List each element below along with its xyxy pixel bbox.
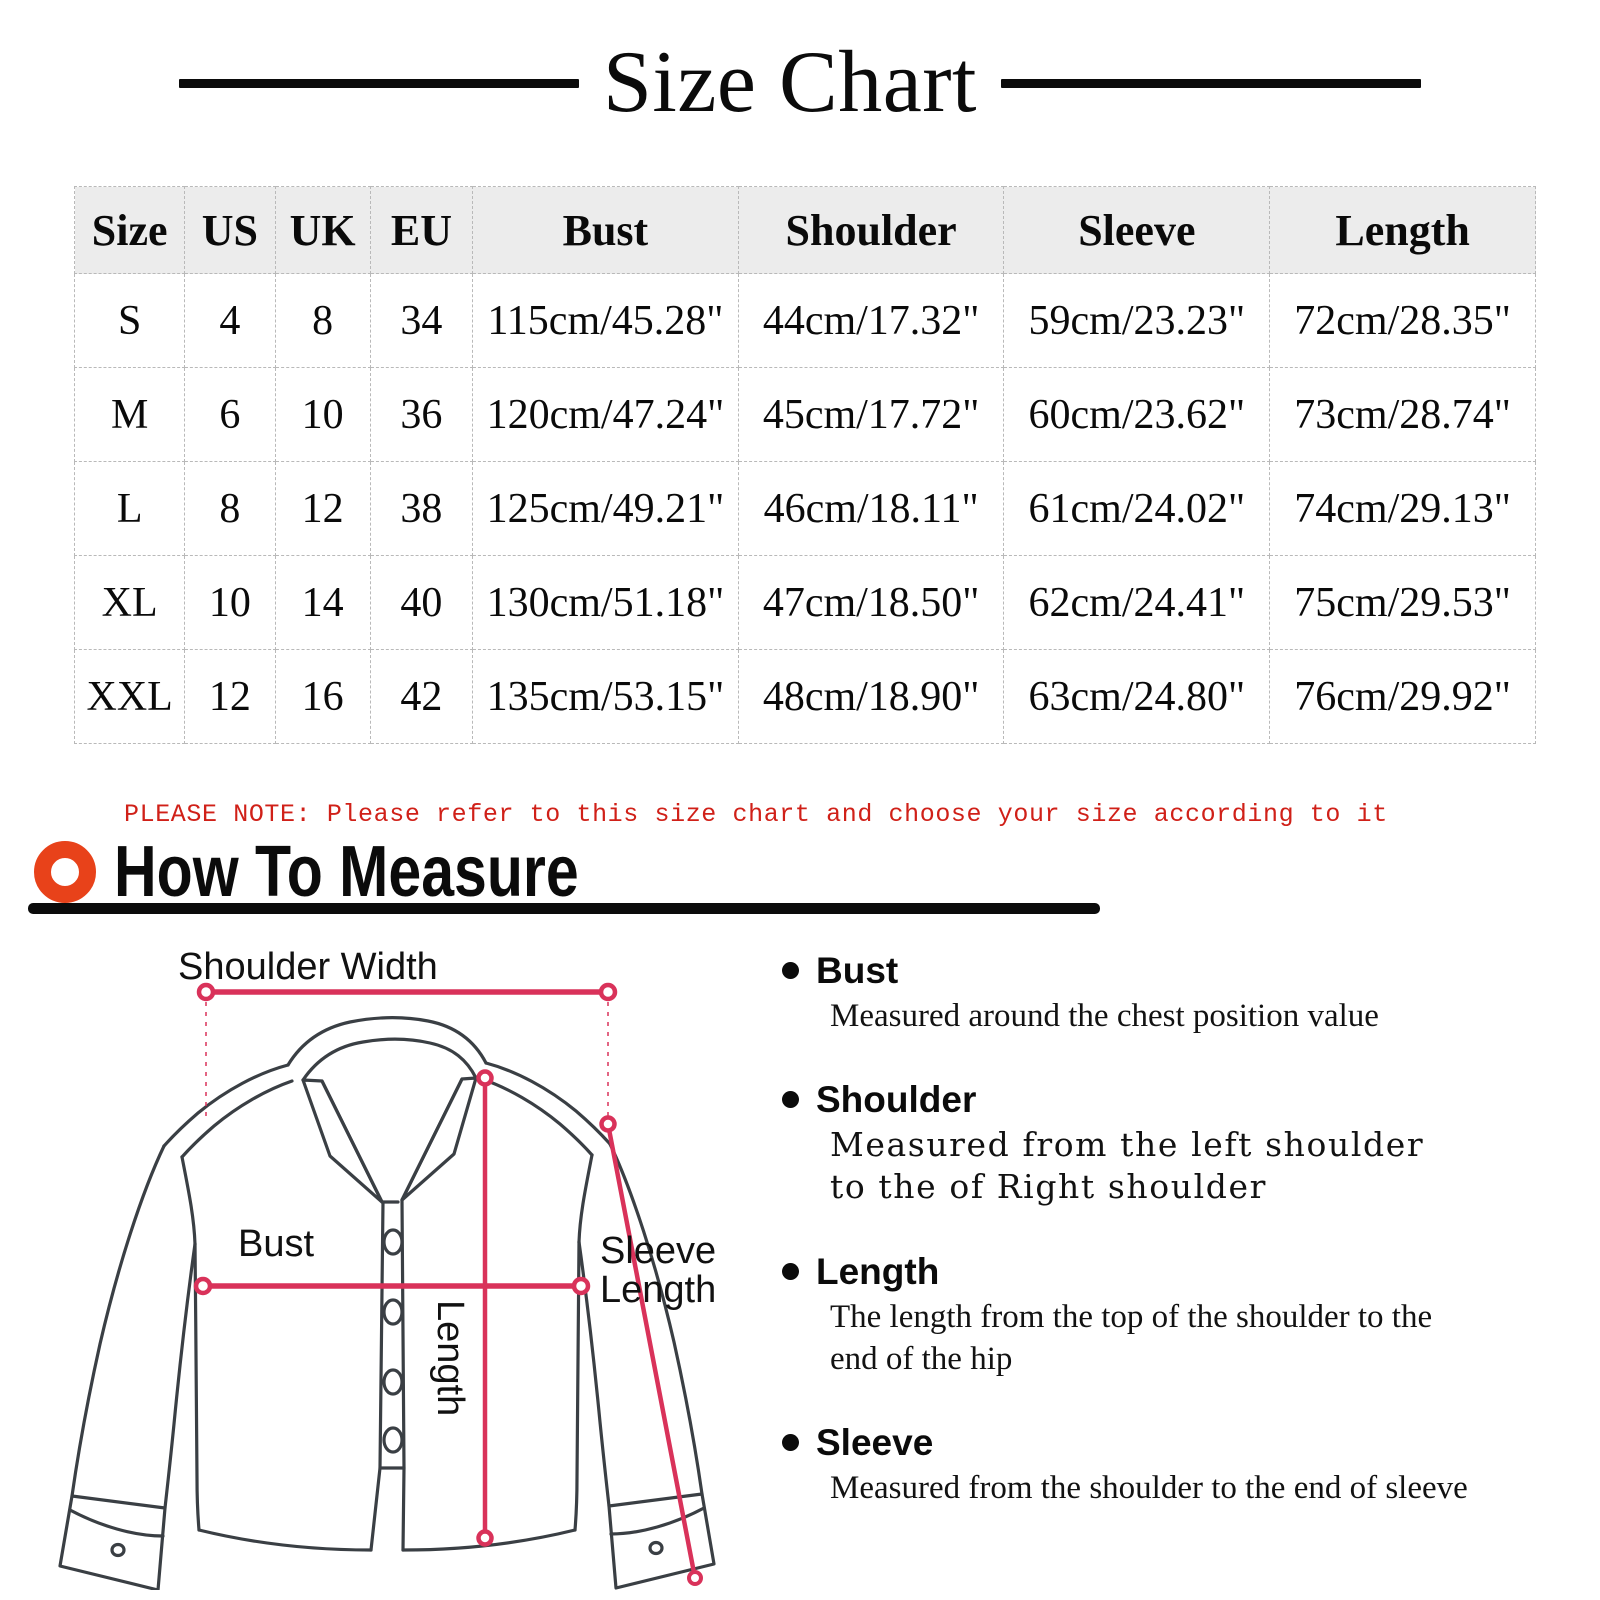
page-title-row: Size Chart xyxy=(0,28,1600,138)
table-row: XL 10 14 40 130cm/51.18" 47cm/18.50" 62c… xyxy=(73,555,1536,650)
bullet-dot-icon xyxy=(782,1091,799,1109)
note-heading: Length xyxy=(782,1253,1482,1290)
diagram-label-sleeve-line2: Length xyxy=(600,1269,717,1312)
note-term-length: Length xyxy=(816,1250,940,1292)
cell-eu: 34 xyxy=(369,273,474,368)
please-note-text: PLEASE NOTE: Please refer to this size c… xyxy=(124,800,1388,829)
column-header-shoulder: Shoulder xyxy=(737,186,1005,274)
cell-uk: 10 xyxy=(274,367,371,462)
cell-uk: 16 xyxy=(274,649,371,744)
table-row: XXL 12 16 42 135cm/53.15" 48cm/18.90" 63… xyxy=(73,649,1536,744)
note-heading: Bust xyxy=(782,952,1482,989)
cell-bust: 135cm/53.15" xyxy=(472,649,739,744)
cell-size: S xyxy=(73,273,186,368)
note-description-bust: Measured around the chest position value xyxy=(830,998,1379,1034)
how-to-measure-divider xyxy=(28,903,1100,914)
column-header-length: Length xyxy=(1269,186,1536,274)
table-header-row: Size US UK EU Bust Shoulder Sleeve Lengt… xyxy=(73,186,1536,274)
shoulder-width-measure-line xyxy=(196,982,618,1002)
cell-eu: 38 xyxy=(369,461,474,556)
diagram-label-sleeve-line1: Sleeve xyxy=(600,1230,717,1272)
title-rule-right xyxy=(1001,78,1421,88)
shirt-illustration xyxy=(58,982,716,1590)
title-rule-left xyxy=(178,78,579,88)
diagram-label-length: Length xyxy=(429,1300,472,1417)
cell-shoulder: 47cm/18.50" xyxy=(737,555,1005,650)
page-title: Size Chart xyxy=(602,34,977,131)
list-item: Bust Measured around the chest position … xyxy=(782,952,1482,1037)
cell-size: XL xyxy=(73,555,186,650)
diagram-label-shoulder-width: Shoulder Width xyxy=(178,946,438,988)
column-header-sleeve: Sleeve xyxy=(1003,186,1271,274)
diagram-label-bust: Bust xyxy=(238,1223,315,1265)
how-to-measure-title: How To Measure xyxy=(114,832,579,912)
column-header-eu: EU xyxy=(369,186,474,274)
how-to-measure-heading: How To Measure xyxy=(34,836,681,908)
cell-shoulder: 48cm/18.90" xyxy=(737,649,1005,744)
cell-sleeve: 59cm/23.23" xyxy=(1003,273,1271,368)
note-description-shoulder: Measured from the left shoulder to the o… xyxy=(830,1125,1425,1207)
cell-uk: 12 xyxy=(274,461,371,556)
note-term-bust: Bust xyxy=(816,950,899,991)
cell-length: 74cm/29.13" xyxy=(1269,461,1536,556)
cell-eu: 40 xyxy=(369,555,474,650)
bust-measure-line xyxy=(193,1276,591,1296)
table-row: L 8 12 38 125cm/49.21" 46cm/18.11" 61cm/… xyxy=(73,461,1536,556)
table-row: S 4 8 34 115cm/45.28" 44cm/17.32" 59cm/2… xyxy=(73,273,1536,368)
column-header-bust: Bust xyxy=(472,186,739,274)
cell-length: 73cm/28.74" xyxy=(1269,367,1536,462)
cell-length: 75cm/29.53" xyxy=(1269,555,1536,650)
list-item: Sleeve Measured from the shoulder to the… xyxy=(782,1424,1482,1509)
column-header-uk: UK xyxy=(274,186,371,274)
shirt-diagram xyxy=(30,930,790,1590)
cell-us: 10 xyxy=(184,555,276,650)
cell-shoulder: 45cm/17.72" xyxy=(737,367,1005,462)
note-description-length: The length from the top of the shoulder … xyxy=(830,1298,1433,1377)
note-heading: Sleeve xyxy=(782,1424,1482,1461)
cell-bust: 130cm/51.18" xyxy=(472,555,739,650)
cell-sleeve: 62cm/24.41" xyxy=(1003,555,1271,650)
cell-us: 4 xyxy=(184,273,276,368)
note-description-sleeve: Measured from the shoulder to the end of… xyxy=(830,1470,1468,1507)
measure-notes-list: Bust Measured around the chest position … xyxy=(782,952,1482,1553)
cell-shoulder: 44cm/17.32" xyxy=(737,273,1005,368)
diagram-label-sleeve-length: Sleeve Length xyxy=(600,1230,717,1312)
note-heading: Shoulder xyxy=(782,1081,1482,1118)
cell-sleeve: 60cm/23.62" xyxy=(1003,367,1271,462)
orange-ring-icon xyxy=(34,841,96,903)
note-term-shoulder: Shoulder xyxy=(816,1079,977,1121)
column-header-size: Size xyxy=(73,186,186,274)
cell-uk: 8 xyxy=(274,273,371,368)
size-chart-table: Size US UK EU Bust Shoulder Sleeve Lengt… xyxy=(73,186,1536,744)
note-term-sleeve: Sleeve xyxy=(816,1422,934,1464)
cell-bust: 125cm/49.21" xyxy=(472,461,739,556)
cell-sleeve: 63cm/24.80" xyxy=(1003,649,1271,744)
cell-length: 72cm/28.35" xyxy=(1269,273,1536,368)
cell-eu: 42 xyxy=(369,649,474,744)
cell-us: 8 xyxy=(184,461,276,556)
cell-uk: 14 xyxy=(274,555,371,650)
sleeve-length-measure-line xyxy=(599,1115,703,1586)
length-measure-line xyxy=(476,1069,494,1547)
cell-us: 12 xyxy=(184,649,276,744)
cell-size: L xyxy=(73,461,186,556)
measure-guide-lines xyxy=(205,992,609,1122)
bullet-dot-icon xyxy=(782,962,799,979)
cell-sleeve: 61cm/24.02" xyxy=(1003,461,1271,556)
cell-size: XXL xyxy=(73,649,186,744)
list-item: Shoulder Measured from the left shoulder… xyxy=(782,1081,1482,1208)
table-row: M 6 10 36 120cm/47.24" 45cm/17.72" 60cm/… xyxy=(73,367,1536,462)
bullet-dot-icon xyxy=(782,1434,799,1452)
cell-length: 76cm/29.92" xyxy=(1269,649,1536,744)
cell-bust: 115cm/45.28" xyxy=(472,273,739,368)
column-header-us: US xyxy=(184,186,276,274)
cell-size: M xyxy=(73,367,186,462)
cell-eu: 36 xyxy=(369,367,474,462)
cell-us: 6 xyxy=(184,367,276,462)
cell-bust: 120cm/47.24" xyxy=(472,367,739,462)
bullet-dot-icon xyxy=(782,1262,799,1280)
cell-shoulder: 46cm/18.11" xyxy=(737,461,1005,556)
list-item: Length The length from the top of the sh… xyxy=(782,1253,1482,1380)
